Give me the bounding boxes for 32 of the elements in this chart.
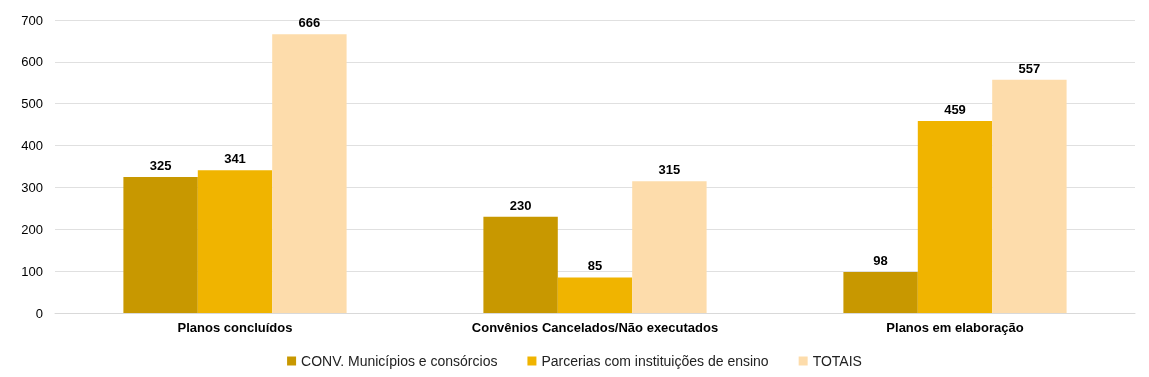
x-tick-label: Convênios Cancelados/Não executados: [471, 320, 719, 335]
data-label: 325: [149, 157, 172, 173]
y-tick-label: 0: [35, 305, 43, 321]
data-label: 557: [1018, 60, 1041, 76]
y-tick-label: 700: [21, 12, 43, 28]
data-label: 230: [509, 197, 532, 213]
y-tick-label: 600: [21, 54, 43, 70]
data-label: 459: [944, 101, 966, 117]
data-label: 315: [658, 162, 681, 178]
bar: [197, 170, 273, 313]
data-label: 341: [224, 151, 246, 167]
legend-label: CONV. Municípios e consórcios: [301, 353, 498, 369]
y-tick-label: 500: [21, 96, 43, 112]
data-label: 85: [587, 258, 603, 274]
bar: [632, 181, 707, 313]
bar: [483, 216, 558, 313]
bar: [123, 176, 198, 313]
x-tick-label: Planos em elaboração: [886, 320, 1024, 335]
y-tick-label: 100: [21, 263, 43, 279]
bar: [272, 34, 347, 313]
bar: [992, 79, 1067, 313]
bar: [557, 277, 633, 313]
data-label: 666: [298, 15, 321, 31]
data-label: 98: [873, 252, 888, 268]
x-tick-label: Planos concluídos: [177, 320, 293, 335]
y-tick-label: 400: [21, 138, 43, 154]
bar: [843, 271, 918, 313]
legend-label: TOTAIS: [812, 353, 862, 369]
y-tick-label: 300: [21, 179, 43, 195]
legend-label: Parcerias com instituições de ensino: [541, 353, 769, 369]
y-tick-label: 200: [21, 221, 43, 237]
bar: [917, 120, 993, 313]
